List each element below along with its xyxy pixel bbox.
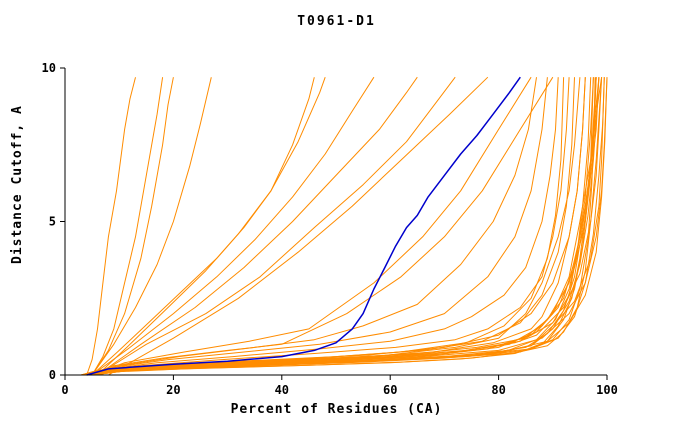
x-tick-label: 0 (61, 383, 68, 397)
model-curve (86, 77, 136, 376)
model-curve (81, 77, 592, 376)
x-tick-label: 60 (383, 383, 397, 397)
model-curve (86, 77, 548, 376)
model-curve (86, 77, 603, 376)
model-curve (97, 76, 418, 376)
y-tick-label: 10 (42, 61, 56, 75)
model-curve (86, 77, 586, 376)
model-curve (97, 76, 456, 376)
model-curve (92, 77, 596, 376)
model-curve (91, 76, 532, 376)
x-tick-label: 40 (275, 383, 289, 397)
model-curve (81, 77, 570, 376)
model-curve (83, 77, 600, 376)
model-curve (86, 77, 559, 376)
x-tick-label: 100 (596, 383, 618, 397)
y-tick-label: 5 (49, 215, 56, 229)
model-curve (86, 77, 594, 376)
model-curve (86, 77, 603, 376)
model-curve (91, 77, 174, 376)
model-curve (91, 76, 375, 376)
model-curve (92, 77, 597, 376)
x-axis-label: Percent of Residues (CA) (230, 402, 443, 417)
model-curve (86, 76, 554, 376)
model-curve (108, 76, 489, 376)
model-curve (92, 77, 608, 376)
model-curve (91, 77, 537, 376)
model-curve (86, 77, 603, 376)
x-tick-label: 20 (166, 383, 180, 397)
chart-title: T0961-D1 (297, 14, 376, 29)
model-curve (81, 77, 600, 376)
highlighted-model-curve (86, 76, 521, 376)
model-curve (97, 77, 326, 376)
model-curve (81, 77, 565, 376)
model-curve (91, 77, 164, 376)
model-curve (91, 77, 212, 376)
y-tick-label: 0 (49, 368, 56, 382)
model-curve (86, 77, 594, 376)
model-curve (86, 77, 597, 376)
x-tick-label: 80 (491, 383, 505, 397)
